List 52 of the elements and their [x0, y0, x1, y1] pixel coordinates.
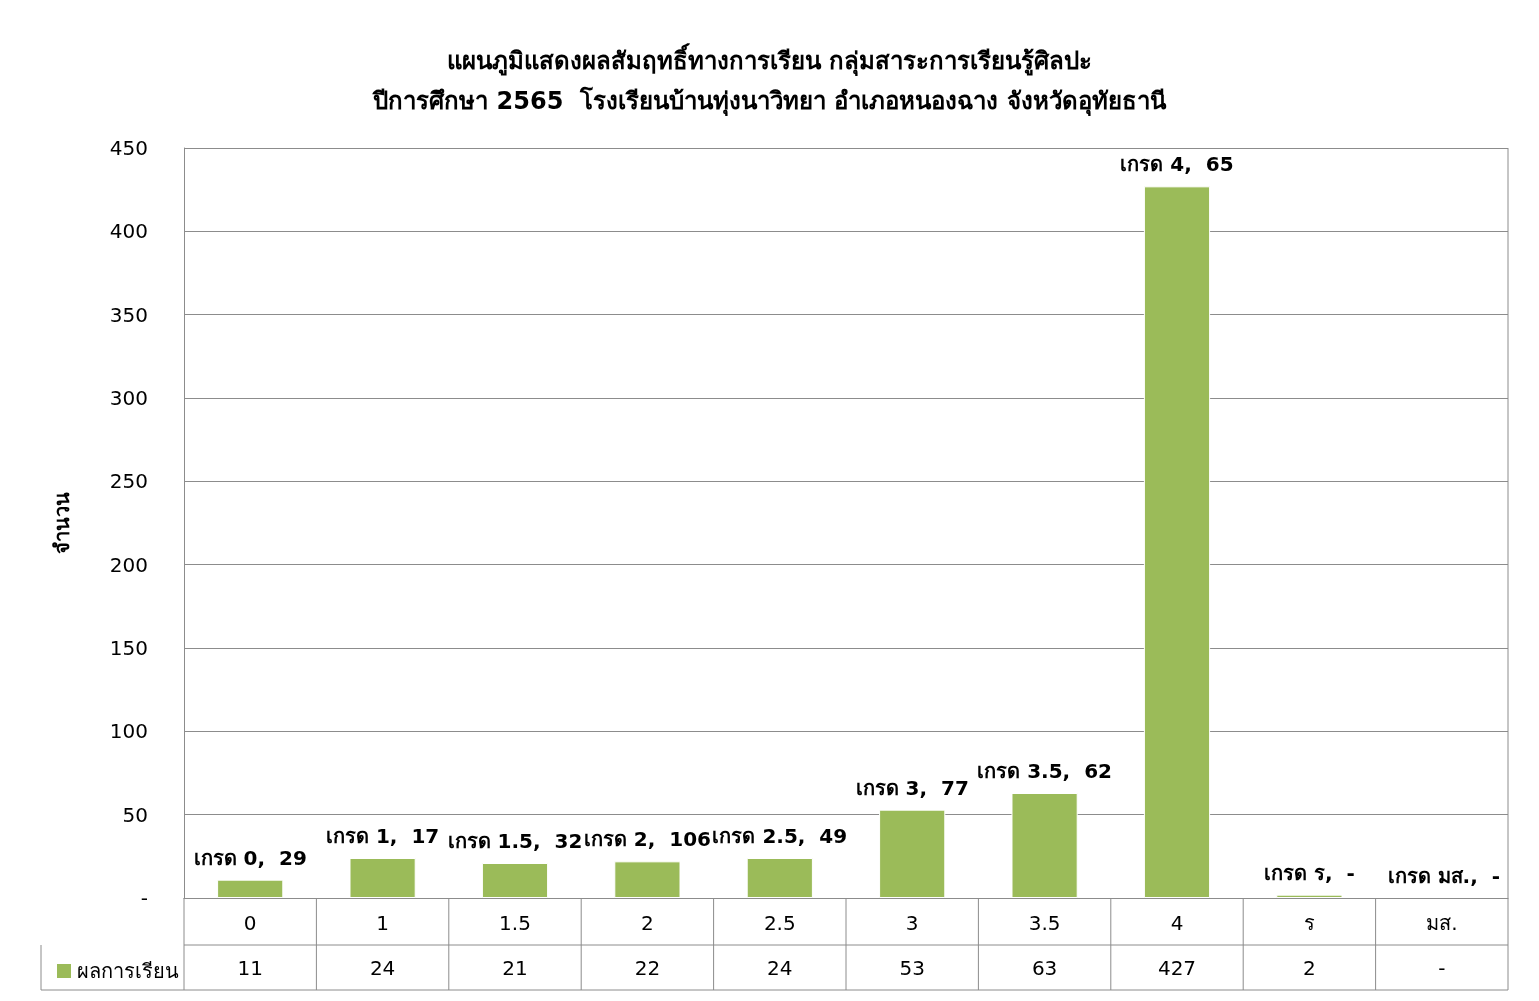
bar: [217, 879, 284, 898]
bar: [1143, 186, 1211, 898]
data-label: 63: [1031, 955, 1058, 980]
annotation: เกรด 3, 77: [855, 775, 969, 800]
x-tick-label: 3.5: [1028, 911, 1061, 935]
annotation: เกรด 1, 17: [325, 824, 440, 848]
bar: [481, 863, 549, 898]
annotation: เกรด 3.5, 62: [977, 759, 1112, 783]
legend-label: ผลการเรียน: [77, 959, 179, 983]
y-axis-title: จำนวน: [50, 492, 74, 554]
bar: [349, 858, 416, 898]
annotation: เกรด 1.5, 32: [447, 829, 583, 853]
bar: [1276, 894, 1343, 898]
y-tick-label: 400: [109, 219, 148, 244]
x-tick-label: 0: [243, 911, 257, 935]
data-label: 2: [1303, 955, 1316, 980]
x-tick-label: 4: [1170, 911, 1184, 935]
x-tick-label: มส.: [1426, 911, 1458, 935]
y-tick-label: 450: [109, 136, 148, 160]
data-label: 22: [634, 955, 661, 980]
y-tick-label: 150: [109, 636, 148, 660]
y-tick-label: 100: [109, 719, 148, 744]
x-tick-label: ร: [1303, 911, 1315, 935]
bar: [746, 858, 813, 898]
annotation: เกรด มส., -: [1387, 864, 1500, 888]
y-tick-label: 200: [109, 552, 148, 577]
chart-title: แผนภูมิแสดงผลสัมฤทธิ์ทางการเรียน กลุ่มสาระการเรียนรู้ศิลปะ ปีการศึกษา 2565 โรงเรียนบ้านทุ่งนาวิทยา อำเภอหนองฉาง จังหวัดอุทัยธานี: [372, 43, 1167, 117]
bar: [879, 809, 946, 898]
y-tick-label: 250: [109, 469, 148, 494]
bar: [614, 861, 681, 898]
bar: [1011, 793, 1078, 898]
x-tick-label: 3: [905, 911, 919, 935]
annotation: เกรด 4, 65: [1120, 152, 1234, 177]
data-label: 21: [502, 955, 528, 980]
y-tick-label: 350: [109, 302, 148, 327]
annotation: เกรด ร, -: [1264, 860, 1355, 885]
y-tick-label: -: [140, 886, 148, 910]
data-label: 24: [767, 955, 793, 980]
x-tick-label: 2: [641, 911, 654, 935]
y-tick-label: 50: [122, 802, 148, 827]
annotation: เกรด 2, 106: [583, 827, 711, 852]
annotation: เกรด 0, 29: [193, 845, 307, 870]
x-tick-label: 1: [376, 911, 389, 935]
x-tick-label: 1.5: [499, 911, 531, 935]
y-tick-label: 300: [109, 386, 148, 410]
data-label: 427: [1157, 955, 1197, 980]
x-tick-label: 2.5: [763, 911, 796, 935]
data-label: 53: [899, 955, 925, 980]
annotation: เกรด 2.5, 49: [712, 824, 848, 848]
data-label: 11: [237, 955, 263, 980]
text: -: [1438, 955, 1446, 980]
data-label: 24: [369, 955, 396, 980]
